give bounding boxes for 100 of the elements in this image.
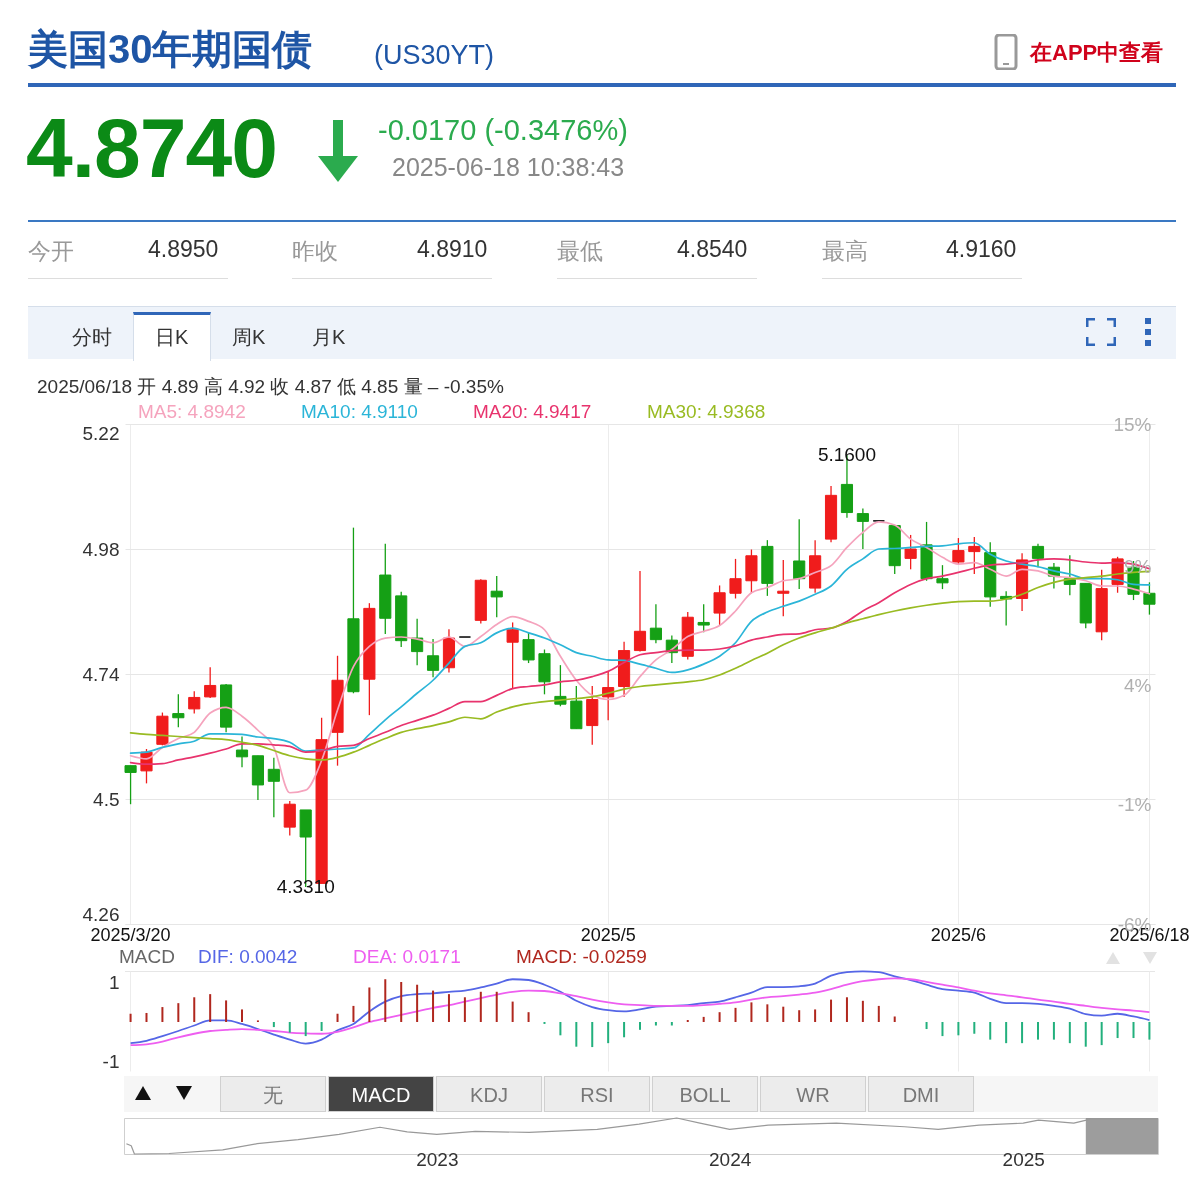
bar xyxy=(782,1006,785,1022)
bar xyxy=(654,1021,657,1026)
bar xyxy=(639,1021,641,1030)
text: 昨收 xyxy=(292,237,338,266)
x-tick-label: 2025/6 xyxy=(930,924,986,945)
text: 最高 xyxy=(822,237,868,266)
y-tick-label: 4.74 xyxy=(82,663,120,685)
text: MA20: 4.9417 xyxy=(473,400,592,422)
bar xyxy=(1068,1021,1071,1044)
bar xyxy=(129,1013,132,1022)
bar xyxy=(814,1009,817,1022)
text: 最低 xyxy=(557,237,603,266)
bar xyxy=(193,997,196,1022)
y-tick-label: -1 xyxy=(102,1050,120,1072)
y-tick-label: 4.98 xyxy=(82,538,120,560)
bar xyxy=(209,994,212,1022)
bar xyxy=(893,1016,896,1022)
bar xyxy=(1100,1021,1103,1046)
bar xyxy=(559,1021,562,1036)
bar xyxy=(511,1001,514,1022)
bar xyxy=(304,1021,307,1037)
bar xyxy=(1036,1021,1039,1040)
text: -0.0170 (-0.3476%) xyxy=(378,114,628,147)
bar xyxy=(1116,1021,1119,1039)
bar xyxy=(734,1007,737,1022)
text: 今开 xyxy=(28,237,74,266)
y2-tick-label: 9% xyxy=(1124,556,1152,578)
text: 4.8910 xyxy=(417,236,488,263)
y-tick-label: 1 xyxy=(108,972,120,994)
bar xyxy=(320,1021,323,1031)
x-tick-label: 2024 xyxy=(709,1148,752,1170)
bar xyxy=(225,1000,228,1022)
bar xyxy=(527,1012,530,1022)
bar xyxy=(861,1000,864,1022)
text: 分时 xyxy=(72,325,112,350)
text: 无 xyxy=(220,1076,326,1112)
series-label: DEA: 0.0171 xyxy=(353,945,461,967)
bar xyxy=(750,1002,753,1022)
bar xyxy=(384,979,387,1022)
bar xyxy=(177,1003,180,1022)
bar xyxy=(877,1005,880,1022)
bar xyxy=(973,1021,976,1034)
text: WR xyxy=(760,1076,866,1112)
bar xyxy=(670,1021,673,1026)
bar xyxy=(495,991,498,1022)
text: 4.9160 xyxy=(946,236,1017,263)
bar xyxy=(718,1012,721,1022)
x-tick-label: 2025/3/20 xyxy=(90,924,171,945)
bar xyxy=(479,991,482,1022)
bar xyxy=(241,1009,244,1022)
bar xyxy=(272,1021,275,1028)
bar xyxy=(352,1005,355,1022)
bar xyxy=(607,1021,610,1044)
y-tick-label: 5.22 xyxy=(82,422,120,444)
text: MA10: 4.9110 xyxy=(301,400,418,422)
x-tick-label: 2025/5 xyxy=(580,924,636,945)
bar xyxy=(288,1021,291,1033)
annotation: 4.3310 xyxy=(276,876,335,898)
bar xyxy=(845,997,848,1022)
y-tick-label: 4.26 xyxy=(82,903,120,925)
text: 2025-06-18 10:38:43 xyxy=(392,153,625,182)
text: 美国30年期国债 xyxy=(28,26,313,73)
text: MA30: 4.9368 xyxy=(647,400,766,422)
bar xyxy=(432,990,435,1022)
bar xyxy=(400,981,403,1022)
series-label: MACD: -0.0259 xyxy=(516,945,647,967)
bar xyxy=(1148,1021,1151,1040)
legend-title: MACD xyxy=(119,946,175,967)
bar xyxy=(957,1021,960,1036)
text: DMI xyxy=(868,1076,974,1112)
text: 在APP中查看 xyxy=(1030,39,1164,67)
y2-tick-label: 15% xyxy=(1113,413,1152,435)
bar xyxy=(702,1016,705,1022)
bar xyxy=(1005,1021,1008,1044)
text: (US30YT) xyxy=(374,40,495,71)
bar xyxy=(463,997,466,1022)
text: 4.8540 xyxy=(677,236,748,263)
x-tick-label: 2025 xyxy=(1002,1148,1045,1170)
bar xyxy=(336,1013,339,1022)
bar xyxy=(798,1010,801,1022)
chart-subtitle: 2025/06/18 开 4.89 高 4.92 收 4.87 低 4.85 量 – -0.35% xyxy=(37,375,504,399)
text: 4.8740 xyxy=(26,100,277,197)
text: 月K xyxy=(312,325,346,350)
bar xyxy=(989,1021,992,1040)
text: 周K xyxy=(232,325,266,350)
annotation: 5.1600 xyxy=(817,444,877,466)
y-tick-label: 4.5 xyxy=(93,788,120,810)
bar xyxy=(416,984,419,1022)
text: DIF: 0.0042 xyxy=(198,945,298,967)
bar xyxy=(766,1004,769,1022)
bar xyxy=(1052,1021,1055,1040)
text: KDJ xyxy=(436,1076,542,1112)
bar xyxy=(1084,1021,1087,1047)
bar xyxy=(447,994,450,1022)
y2-tick-label: -1% xyxy=(1117,794,1152,816)
bar xyxy=(941,1021,944,1037)
text: MA5: 4.8942 xyxy=(138,400,246,422)
x-tick-label: 2023 xyxy=(416,1148,459,1170)
y2-tick-label: 4% xyxy=(1124,675,1152,697)
bar xyxy=(623,1021,626,1038)
